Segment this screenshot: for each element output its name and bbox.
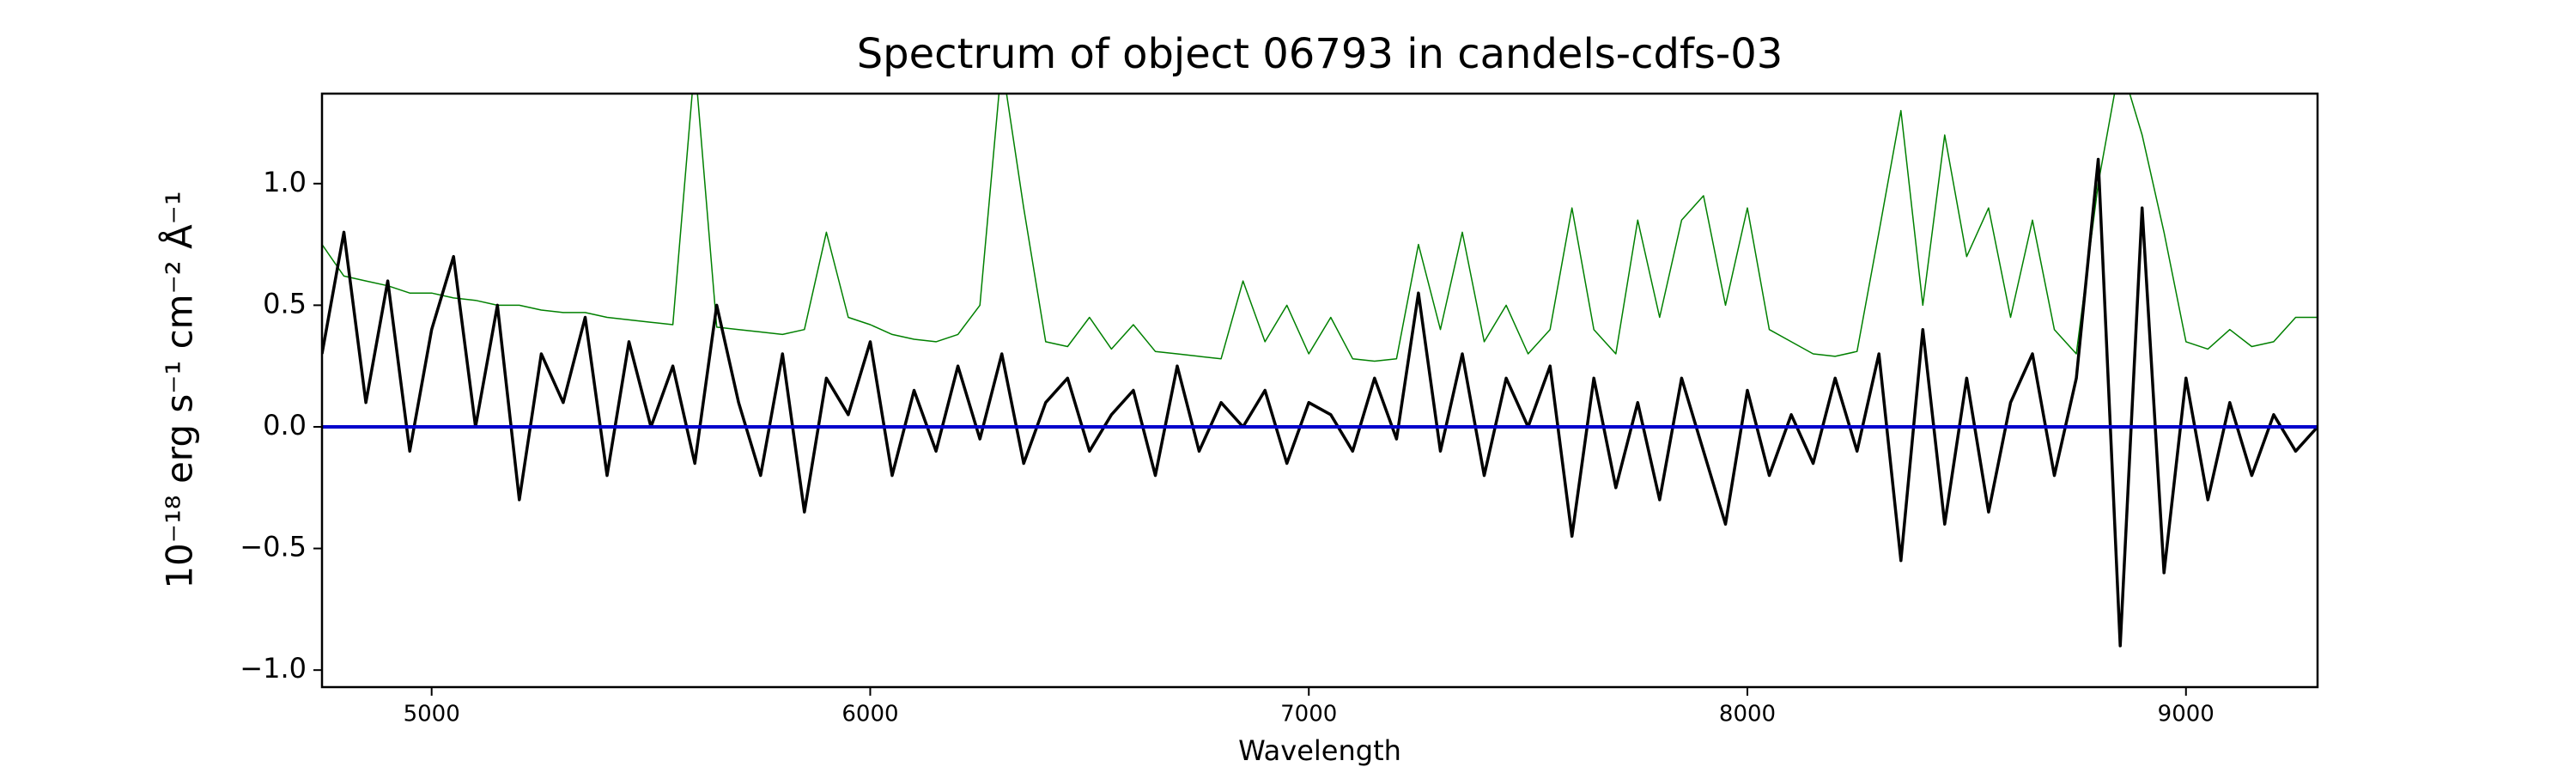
chart-title: Spectrum of object 06793 in candels-cdfs… bbox=[857, 30, 1783, 78]
x-axis-label: Wavelength bbox=[1238, 734, 1401, 767]
plot-frame bbox=[320, 92, 2319, 689]
spectrum-line bbox=[322, 94, 2318, 362]
x-tick-label: 9000 bbox=[2158, 702, 2215, 727]
y-tick-label: −1.0 bbox=[240, 652, 307, 685]
plot-area bbox=[322, 94, 2318, 648]
y-tick-label: 0.0 bbox=[263, 409, 307, 441]
y-tick-label: −0.5 bbox=[240, 531, 307, 563]
y-axis-label: 10⁻¹⁸ erg s⁻¹ cm⁻² Å⁻¹ bbox=[158, 191, 201, 588]
y-tick-label: 0.5 bbox=[263, 287, 307, 320]
y-tick-label: 1.0 bbox=[263, 166, 307, 198]
x-tick-label: 7000 bbox=[1280, 702, 1337, 727]
x-tick-label: 5000 bbox=[404, 702, 460, 727]
x-tick-label: 8000 bbox=[1719, 702, 1776, 727]
spectrum-line bbox=[322, 157, 2318, 648]
x-tick-label: 6000 bbox=[841, 702, 898, 727]
